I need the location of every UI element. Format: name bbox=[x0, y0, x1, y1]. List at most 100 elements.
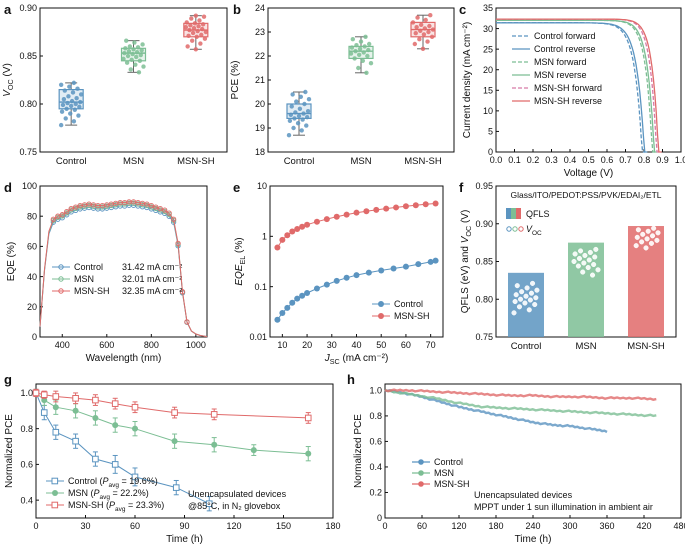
x-tick-label: 1.0 bbox=[675, 155, 685, 165]
x-tick-label: 70 bbox=[426, 340, 436, 350]
y-axis-label: Normalized PCE bbox=[4, 414, 15, 488]
data-point bbox=[52, 404, 59, 411]
bar bbox=[628, 226, 664, 337]
data-point bbox=[639, 239, 645, 245]
data-point bbox=[402, 263, 409, 270]
data-point bbox=[211, 441, 218, 448]
y-tick-label: 5 bbox=[488, 127, 493, 137]
data-point bbox=[529, 280, 536, 286]
data-point bbox=[333, 213, 340, 220]
data-point bbox=[360, 58, 366, 63]
data-point bbox=[304, 221, 311, 228]
y-tick-label: 10 bbox=[257, 181, 267, 191]
panel-letter: h bbox=[347, 372, 355, 387]
category-label: Control bbox=[284, 156, 315, 167]
x-tick-label: 150 bbox=[276, 521, 291, 531]
data-point bbox=[192, 21, 198, 26]
plot-frame bbox=[39, 7, 228, 153]
data-point bbox=[648, 240, 655, 246]
legend-label: MSN reverse bbox=[534, 70, 587, 80]
data-point bbox=[304, 289, 311, 296]
series-line bbox=[39, 201, 208, 337]
y-tick-label: 15 bbox=[483, 85, 493, 95]
legend-marker bbox=[512, 226, 518, 232]
y-tick-label: 0.4 bbox=[369, 462, 382, 472]
data-point bbox=[183, 25, 189, 30]
data-point bbox=[50, 216, 57, 222]
y-axis-label: PCE (%) bbox=[230, 61, 241, 100]
x-tick-label: 120 bbox=[226, 521, 241, 531]
data-point bbox=[651, 225, 657, 231]
data-point bbox=[414, 25, 419, 30]
data-point bbox=[589, 272, 596, 278]
data-point bbox=[296, 113, 302, 119]
data-point bbox=[517, 296, 524, 302]
data-point bbox=[393, 204, 400, 211]
data-point bbox=[291, 125, 296, 131]
data-point bbox=[427, 258, 434, 265]
data-point bbox=[361, 50, 366, 55]
data-point bbox=[77, 104, 82, 110]
data-point bbox=[140, 42, 145, 47]
data-point bbox=[92, 455, 99, 463]
data-point bbox=[353, 209, 360, 216]
legend-label: MSN bbox=[434, 468, 454, 478]
y-tick-label: 100 bbox=[22, 181, 37, 191]
y-tick-label: 0.80 bbox=[475, 294, 493, 304]
data-point bbox=[76, 113, 81, 118]
legend-label: MSN (Pavg​ = 22.2%) bbox=[68, 488, 149, 501]
data-point bbox=[532, 301, 538, 308]
data-point bbox=[356, 65, 361, 71]
x-tick-label: 180 bbox=[325, 521, 340, 531]
data-point bbox=[410, 20, 416, 25]
data-point bbox=[585, 264, 591, 271]
data-point bbox=[412, 41, 418, 47]
data-point bbox=[132, 425, 138, 432]
y-tick-label: 0.6 bbox=[20, 460, 33, 470]
data-point bbox=[514, 283, 520, 289]
y-tick-label: 24 bbox=[255, 3, 265, 13]
x-tick-label: 40 bbox=[351, 340, 361, 350]
data-point bbox=[194, 34, 199, 39]
panel-f: 0.75 0.80 0.85 0.90 0.95 QFLS (eV) and VOC​ (… bbox=[459, 180, 677, 352]
data-point bbox=[32, 389, 40, 397]
data-point bbox=[580, 269, 586, 275]
data-point bbox=[323, 281, 330, 288]
data-point bbox=[343, 211, 350, 218]
data-point bbox=[427, 23, 432, 29]
x-tick-label: 60 bbox=[417, 521, 427, 531]
series-line bbox=[496, 19, 658, 153]
x-tick-label: 10 bbox=[277, 340, 287, 350]
data-point bbox=[69, 98, 75, 104]
data-point bbox=[62, 88, 68, 93]
data-point bbox=[422, 26, 428, 31]
data-point bbox=[274, 316, 281, 323]
data-point bbox=[305, 450, 312, 457]
y-tick-label: 1.0 bbox=[369, 386, 382, 396]
data-point bbox=[527, 297, 533, 303]
data-point bbox=[289, 299, 296, 306]
panel-b: 18 19 20 21 22 23 24 PCE (%) b Control MSN MSN-SH bbox=[230, 2, 455, 167]
series-line bbox=[496, 18, 662, 153]
panel-d: 0 20 40 60 80 100 400 600 800 1000 Wavelength (nm)… bbox=[4, 180, 208, 364]
data-point bbox=[294, 225, 301, 232]
y-tick-label: 1 bbox=[262, 232, 267, 242]
y-tick-label: 0.95 bbox=[475, 181, 493, 191]
x-tick-label: 0.4 bbox=[564, 155, 577, 165]
data-point bbox=[286, 133, 292, 138]
x-tick-label: 60 bbox=[401, 340, 411, 350]
y-tick-label: 18 bbox=[255, 147, 265, 157]
x-tick-label: 0.1 bbox=[508, 155, 521, 165]
data-point bbox=[298, 94, 304, 100]
data-point bbox=[645, 228, 651, 234]
category-label: Control bbox=[56, 156, 87, 167]
legend-label: MSN-SH bbox=[74, 286, 110, 296]
y-tick-label: 0.75 bbox=[475, 332, 493, 342]
legend-marker bbox=[378, 313, 384, 319]
data-point bbox=[112, 422, 119, 429]
data-point bbox=[55, 213, 61, 219]
data-point bbox=[353, 272, 360, 279]
data-point bbox=[125, 53, 131, 59]
data-point bbox=[352, 56, 357, 61]
data-point bbox=[302, 101, 307, 107]
